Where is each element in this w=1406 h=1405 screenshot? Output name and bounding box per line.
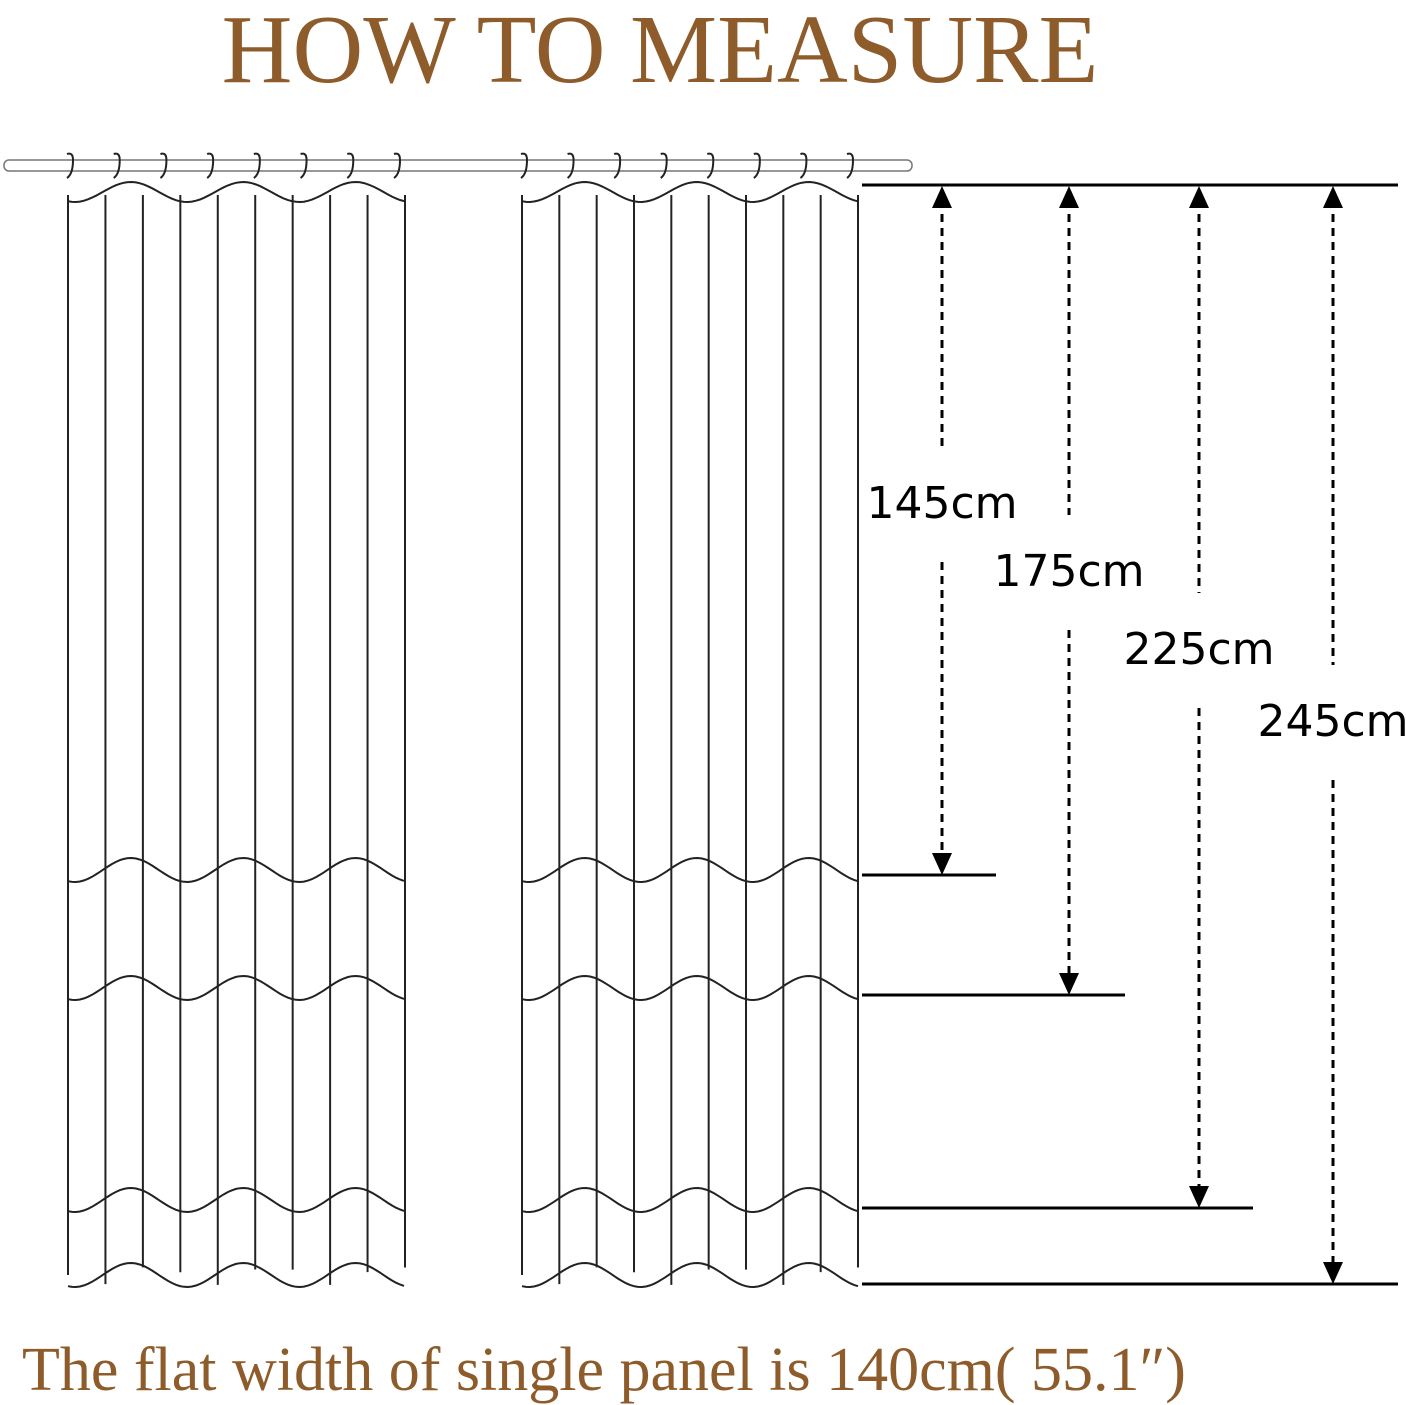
- hem-wave: [67, 1186, 405, 1214]
- ring-hook: [753, 152, 761, 179]
- hem-wave: [521, 1186, 859, 1214]
- ring-hook: [660, 152, 668, 179]
- footer-text: The flat width of single panel is 140cm(…: [22, 1336, 1186, 1404]
- arrow-head: [1059, 186, 1079, 208]
- ring-hook: [613, 152, 622, 179]
- arrow-head: [1323, 1262, 1343, 1284]
- hem-wave: [67, 856, 405, 884]
- ring-hook: [346, 152, 355, 179]
- ring-hook: [113, 152, 121, 179]
- ring-hook: [159, 152, 168, 179]
- title: HOW TO MEASURE: [222, 0, 1099, 104]
- header-ruffle: [67, 180, 405, 204]
- measurement-label: 145cm: [866, 478, 1017, 529]
- hem-wave: [521, 1261, 859, 1289]
- measurement-label: 245cm: [1257, 696, 1406, 747]
- measurement-label: 225cm: [1123, 624, 1274, 675]
- arrow-head: [1189, 1186, 1209, 1208]
- ring-hook: [299, 152, 308, 179]
- hem-wave: [521, 974, 859, 1002]
- ring-hook: [66, 152, 74, 179]
- header-ruffle: [521, 180, 859, 204]
- measurement-label: 175cm: [993, 546, 1144, 597]
- arrow-head: [1059, 973, 1079, 995]
- ring-hook: [520, 152, 528, 179]
- ring-hook: [253, 152, 261, 179]
- hem-wave: [67, 1261, 405, 1289]
- curtain-rod: [3, 159, 913, 172]
- measurements: 145cm 175cm 225cm 245cm: [862, 183, 1406, 1286]
- arrow-head: [1323, 186, 1343, 208]
- ring-hook: [566, 152, 575, 179]
- ring-hook: [846, 152, 854, 179]
- hem-wave: [67, 974, 405, 1002]
- arrow-head: [1189, 186, 1209, 208]
- ring-hook: [206, 152, 215, 179]
- curtain-panels: [66, 152, 859, 1289]
- hem-wave: [521, 856, 859, 884]
- ring-hook: [799, 152, 808, 179]
- arrow-head: [932, 186, 952, 208]
- ring-hook: [393, 152, 401, 179]
- arrow-head: [932, 853, 952, 875]
- ring-hook: [706, 152, 715, 179]
